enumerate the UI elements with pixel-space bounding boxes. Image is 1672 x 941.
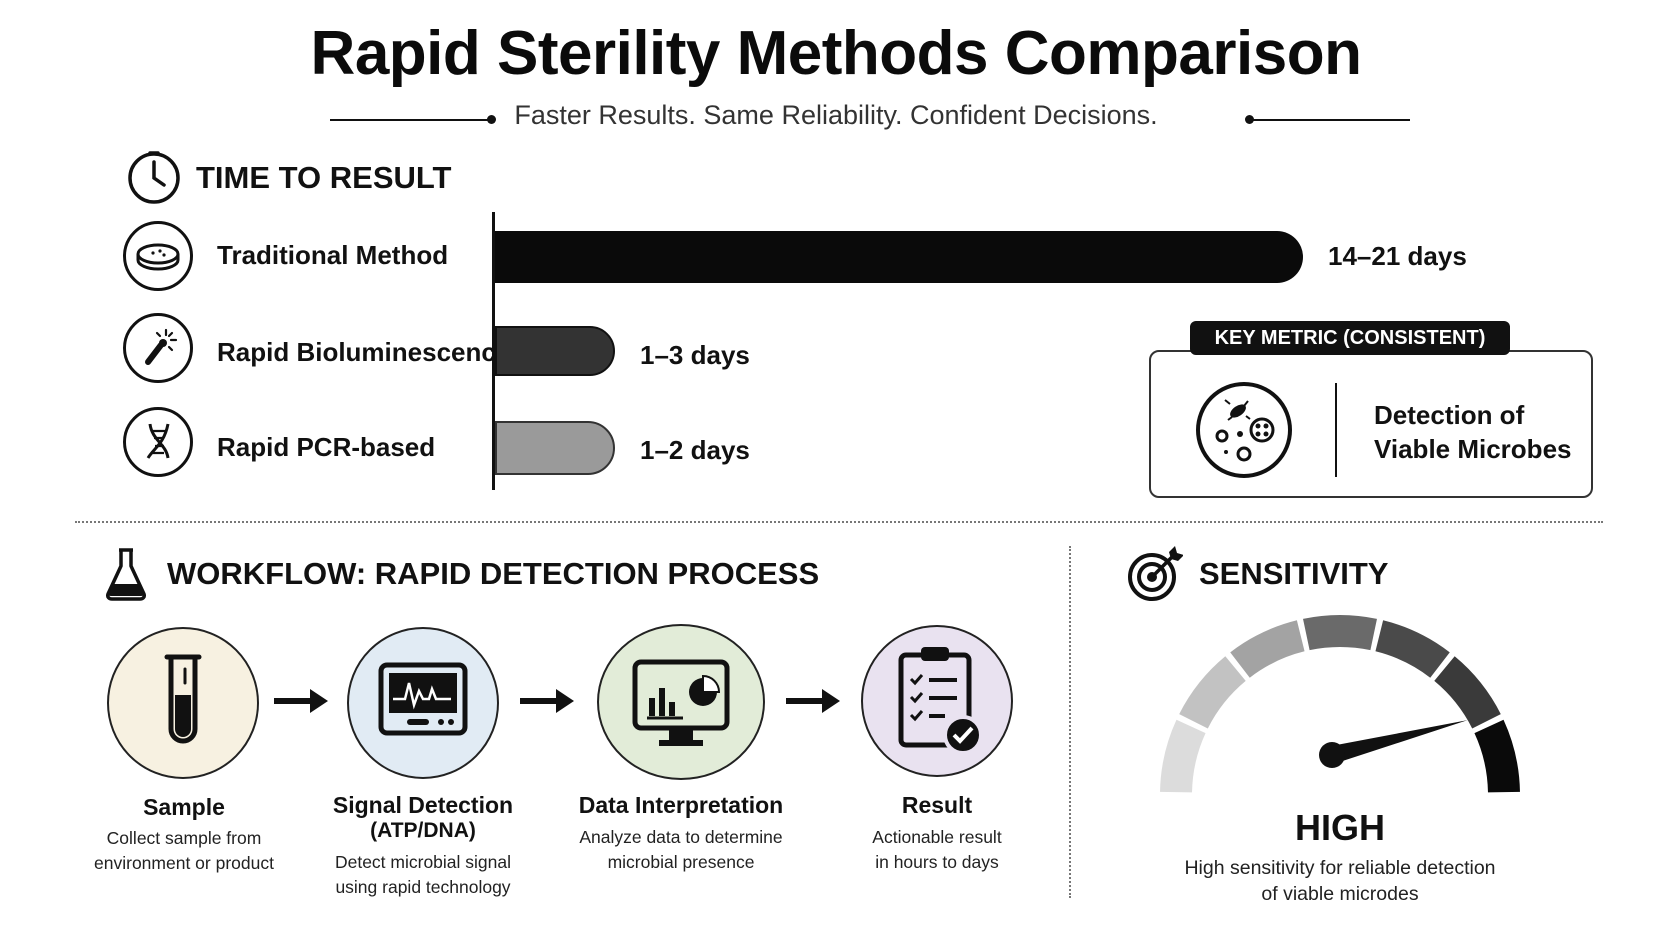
key-metric-line2: Viable Microbes (1374, 434, 1572, 464)
step-title-data-interpretation: Data Interpretation (578, 792, 784, 818)
gauge-needle (1329, 720, 1468, 764)
step-desc-line: Actionable result (872, 827, 1002, 847)
bar-value-traditional: 14–21 days (1328, 241, 1467, 271)
step-desc-line: microbial presence (607, 852, 755, 872)
test-tube-icon (164, 654, 202, 744)
step-desc-line: in hours to days (875, 852, 999, 872)
step-desc-signal-detection: Detect microbial signal using rapid tech… (313, 850, 533, 900)
key-metric-tag: KEY METRIC (CONSISTENT) (1190, 321, 1510, 355)
gauge-segment (1160, 719, 1206, 793)
page-subtitle: Faster Results. Same Reliability. Confid… (514, 100, 1158, 130)
key-metric-box (1149, 350, 1593, 498)
target-icon (1128, 546, 1183, 601)
subtitle-rule-left-dot (487, 115, 496, 124)
step-title-signal-detection: Signal Detection (332, 792, 514, 818)
key-metric-divider (1335, 383, 1337, 477)
clock-icon (128, 151, 180, 204)
step-subtitle-signal-detection: (ATP/DNA) (370, 819, 476, 842)
sensitivity-desc-line: High sensitivity for reliable detection (1184, 857, 1496, 879)
flask-icon (106, 548, 146, 601)
microbes-petri-icon (1196, 382, 1292, 478)
step-desc-line: using rapid technology (335, 877, 511, 897)
bar-bioluminescence (495, 326, 615, 376)
step-desc-line: Collect sample from (106, 828, 262, 848)
step-desc-line: Analyze data to determine (579, 827, 783, 847)
subtitle-rule-right (1250, 119, 1410, 121)
sensitivity-gauge (1160, 615, 1520, 793)
bar-value-bioluminescence: 1–3 days (640, 340, 750, 370)
gauge-segment (1303, 615, 1377, 651)
signal-monitor-icon (378, 662, 468, 736)
arrow-right-icon (520, 689, 574, 713)
arrow-right-icon (786, 689, 840, 713)
analytics-monitor-icon (632, 659, 730, 746)
gauge-segment (1474, 719, 1520, 793)
key-metric-text: Detection of Viable Microbes (1374, 398, 1572, 466)
gauge-segment (1375, 620, 1450, 678)
step-desc-line: environment or product (94, 853, 274, 873)
bar-traditional (495, 231, 1303, 283)
step-circle-signal-detection (347, 627, 499, 779)
step-circle-sample (107, 627, 259, 779)
sensitivity-title: SENSITIVITY (1199, 556, 1389, 591)
method-label-pcr: Rapid PCR-based (217, 432, 436, 462)
chart-axis (492, 212, 495, 490)
step-title-sample: Sample (143, 794, 225, 820)
petri-dish-icon (136, 243, 180, 271)
method-icon-circle (123, 313, 193, 383)
method-icon-circle (123, 407, 193, 477)
subtitle-rule-left (330, 119, 490, 121)
arrow-right-icon (274, 689, 328, 713)
step-desc-line: Detect microbial signal (334, 852, 512, 872)
bar-pcr (495, 421, 615, 475)
bioluminescence-swab-icon (145, 328, 178, 365)
workflow-title: WORKFLOW: RAPID DETECTION PROCESS (167, 556, 820, 591)
gauge-segment (1230, 620, 1305, 678)
gauge-hub (1319, 742, 1345, 768)
dna-helix-icon (146, 423, 170, 459)
step-desc-data-interpretation: Analyze data to determine microbial pres… (561, 825, 801, 875)
method-label-traditional: Traditional Method (217, 240, 449, 270)
page-title: Rapid Sterility Methods Comparison (310, 19, 1362, 88)
key-metric-line1: Detection of (1374, 400, 1525, 430)
bar-value-pcr: 1–2 days (640, 435, 750, 465)
step-circle-result (861, 625, 1013, 777)
method-label-bioluminescence: Rapid Bioluminescence (217, 337, 511, 367)
sensitivity-desc-line: of viable microdes (1261, 883, 1419, 905)
step-desc-sample: Collect sample from environment or produ… (74, 826, 294, 876)
sensitivity-desc: High sensitivity for reliable detection … (1140, 855, 1540, 907)
sensitivity-level: HIGH (1295, 807, 1385, 848)
gauge-segment (1179, 656, 1246, 729)
section-divider-horizontal (75, 521, 1603, 523)
time-section-title: TIME TO RESULT (196, 160, 452, 195)
method-icon-circle (123, 221, 193, 291)
step-desc-result: Actionable result in hours to days (827, 825, 1047, 875)
subtitle-rule-right-dot (1245, 115, 1254, 124)
step-circle-data-interpretation (597, 624, 765, 780)
section-divider-vertical (1069, 546, 1071, 898)
clipboard-check-icon (898, 647, 983, 755)
gauge-segment (1434, 656, 1501, 729)
step-title-result: Result (901, 792, 973, 818)
